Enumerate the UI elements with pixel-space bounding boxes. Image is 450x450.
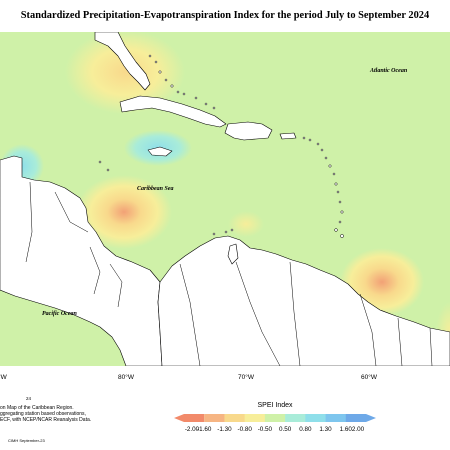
legend-swatch (264, 414, 286, 422)
legend-swatch (345, 414, 376, 422)
land-florida (94, 32, 151, 91)
legend-swatch (244, 414, 266, 422)
land-hispaniola (224, 121, 273, 141)
country-borders (25, 181, 433, 366)
land-south-america (157, 235, 450, 366)
legend-swatch (224, 414, 245, 422)
legend-value-label: -0.80 (237, 426, 252, 433)
legend-value-label: -0.50 (257, 426, 273, 433)
land-jamaica (147, 146, 173, 157)
note-line-3: ECF, with NCEP/NCAR Reanalysis Data. (0, 417, 92, 423)
legend-swatch (325, 414, 347, 422)
legend-value-label: 1.60 (339, 426, 352, 433)
spei-color-legend (174, 414, 376, 422)
longitude-tick-60w: 60°W (361, 374, 377, 381)
note-line-2: ggregating station based observations, (0, 411, 86, 417)
land-lake-maracaibo (227, 243, 239, 265)
dry-anomaly-western-caribbean (76, 175, 172, 249)
label-pacific-ocean: Pacific Ocean (42, 311, 77, 317)
longitude-tick-80w: 80°W (118, 374, 134, 381)
note-line-1: on Map of the Caribbean Region. (0, 405, 74, 411)
dry-anomaly-florida (65, 32, 185, 114)
legend-value-label: 2.00 (351, 426, 365, 433)
figure-number: 24 (26, 396, 32, 401)
legend-value-label: 0.50 (278, 426, 292, 433)
legend-value-label: 1.30 (319, 426, 332, 433)
land-puerto-rico (279, 132, 297, 140)
map-panel: Atlantic Ocean Caribbean Sea Pacific Oce… (0, 32, 450, 366)
land-central-america (0, 155, 163, 366)
small-islands (98, 54, 344, 238)
legend-swatch (305, 414, 326, 422)
legend-title: SPEI Index (257, 402, 293, 409)
dry-anomaly-venezuela-coast (228, 211, 264, 237)
legend-value-label: -1.30 (217, 426, 232, 433)
legend-swatch (174, 414, 205, 422)
spei-map: Atlantic Ocean Caribbean Sea Pacific Oce… (0, 32, 450, 366)
legend-value-label: -1.60 (197, 426, 212, 433)
map-title: Standardized Precipitation-Evapotranspir… (20, 10, 430, 21)
longitude-tick-90w: °W (0, 374, 7, 381)
legend-swatch (285, 414, 306, 422)
label-caribbean-sea: Caribbean Sea (137, 186, 174, 192)
credit-text: CIMH September-23 (8, 438, 45, 443)
legend-swatch (204, 414, 225, 422)
longitude-tick-70w: 70°W (238, 374, 254, 381)
legend-value-label: 0.80 (299, 426, 312, 433)
label-atlantic-ocean: Atlantic Ocean (369, 68, 408, 74)
legend-value-label: -2.00 (184, 426, 200, 433)
land-cuba (119, 95, 227, 128)
